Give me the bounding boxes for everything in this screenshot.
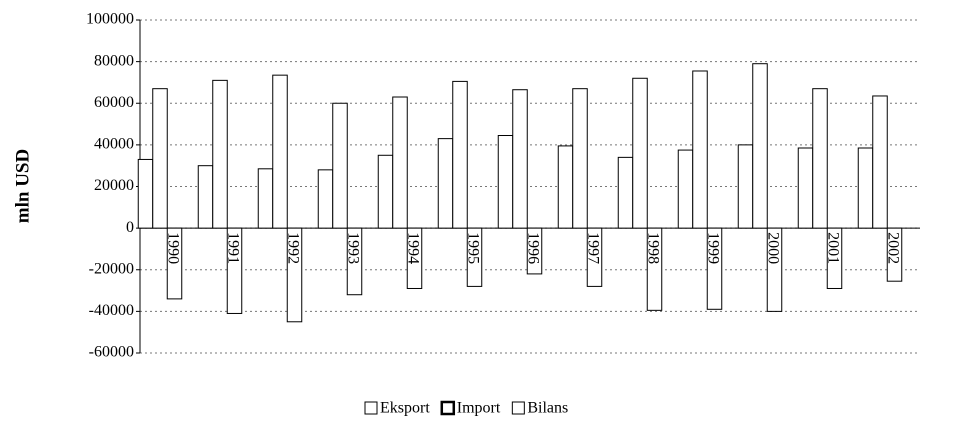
x-tick-label: 1995	[464, 232, 481, 264]
x-tick-label: 1999	[704, 232, 721, 264]
bar	[212, 79, 228, 229]
bar	[586, 227, 603, 287]
bar	[286, 227, 303, 323]
bar	[886, 227, 903, 282]
x-tick-label: 2000	[764, 232, 781, 264]
bar	[752, 63, 768, 229]
bar	[346, 227, 363, 296]
bar	[377, 154, 394, 229]
bar	[497, 135, 514, 229]
y-tick-label: -60000	[89, 344, 134, 361]
y-tick-label: 0	[126, 219, 134, 236]
bar	[152, 88, 168, 229]
bar	[257, 168, 274, 229]
bar	[646, 227, 663, 311]
bar	[557, 145, 574, 229]
bar	[197, 165, 214, 229]
x-tick-label: 1992	[284, 232, 301, 264]
y-tick-label: 80000	[94, 52, 134, 69]
x-tick-label: 1998	[644, 232, 661, 264]
x-tick-label: 2002	[884, 232, 901, 264]
bar	[857, 147, 874, 229]
legend-swatch	[511, 401, 525, 415]
y-axis-label: mln USD	[12, 149, 33, 223]
y-tick-label: -20000	[89, 260, 134, 277]
y-tick-label: 100000	[86, 11, 134, 28]
legend-label: Import	[457, 400, 501, 417]
bar	[392, 96, 408, 229]
bar	[226, 227, 243, 314]
bar	[406, 227, 423, 289]
bar	[137, 158, 154, 229]
bar	[272, 74, 288, 229]
bar	[466, 227, 483, 287]
bar	[617, 156, 634, 229]
legend-swatch	[364, 401, 378, 415]
y-tick-label: -40000	[89, 302, 134, 319]
x-tick-label: 1991	[224, 232, 241, 264]
bar	[737, 144, 754, 229]
x-tick-label: 1997	[584, 232, 601, 264]
bar	[632, 77, 648, 229]
bar	[332, 102, 348, 229]
bar	[437, 138, 454, 229]
x-tick-label: 1990	[164, 232, 181, 264]
bar	[512, 89, 528, 229]
x-tick-label: 1996	[524, 232, 541, 264]
bar	[526, 227, 543, 275]
bar	[766, 227, 783, 312]
legend-label: Eksport	[380, 400, 430, 417]
bar	[706, 227, 723, 310]
bar	[317, 169, 334, 229]
bar	[872, 95, 888, 229]
legend-swatch	[440, 400, 456, 416]
x-tick-label: 1993	[344, 232, 361, 264]
bar	[692, 70, 708, 229]
legend-label: Bilans	[527, 400, 568, 417]
bar	[452, 80, 468, 229]
x-tick-label: 2001	[824, 232, 841, 264]
bar	[826, 227, 843, 289]
bar	[797, 147, 814, 229]
bar	[812, 88, 828, 229]
y-tick-label: 20000	[94, 177, 134, 194]
y-tick-label: 40000	[94, 136, 134, 153]
y-tick-label: 60000	[94, 94, 134, 111]
bar	[166, 227, 183, 300]
x-tick-label: 1994	[404, 232, 421, 264]
bar	[677, 149, 694, 229]
bar	[572, 88, 588, 229]
